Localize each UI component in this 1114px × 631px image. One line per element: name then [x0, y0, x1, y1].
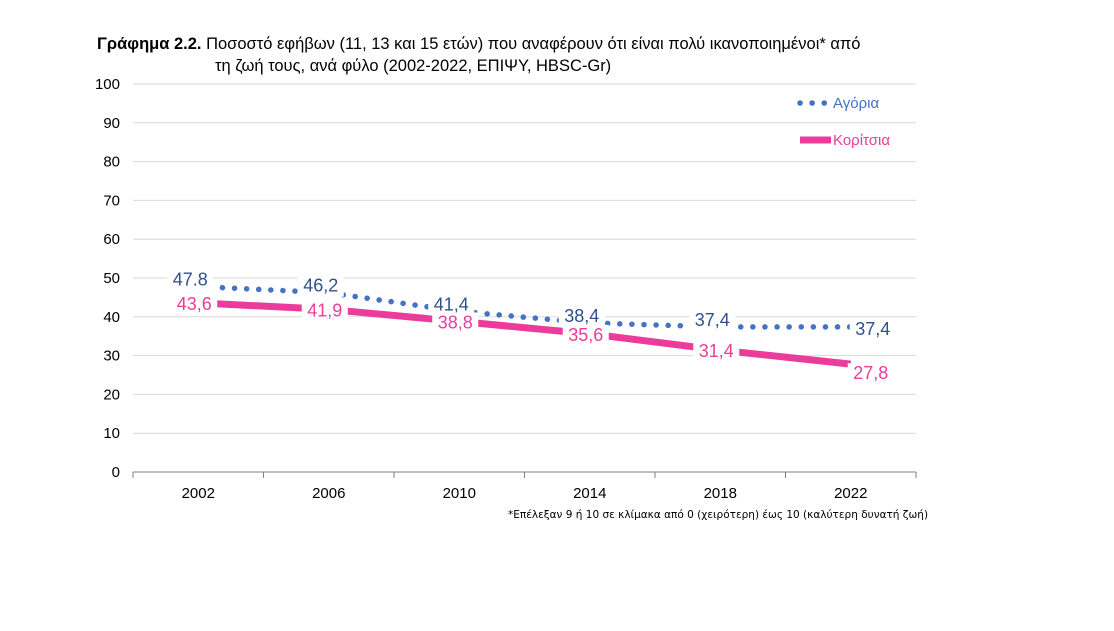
data-label-bg [167, 269, 214, 291]
x-tick-label: 2022 [834, 485, 867, 502]
data-label-girls: 35,6 [562, 324, 609, 346]
data-label-bg [301, 300, 348, 322]
data-label-bg [558, 306, 605, 328]
y-tick-label: 50 [103, 270, 120, 287]
x-tick-label: 2006 [312, 485, 345, 502]
data-label-girls: 38,8 [432, 312, 479, 334]
data-label-text: 37,4 [695, 310, 730, 330]
y-tick-label: 90 [103, 115, 120, 132]
legend-label-boys: Αγόρια [833, 95, 879, 112]
y-tick-label: 40 [103, 309, 120, 326]
series-line-girls [198, 299, 852, 368]
footnote: *Επέλεξαν 9 ή 10 σε κλίμακα από 0 (χειρό… [508, 509, 929, 521]
data-label-bg [171, 293, 218, 315]
chart-title: Γράφημα 2.2. Ποσοστό εφήβων (11, 13 και … [97, 33, 977, 77]
data-label-text: 46,2 [303, 276, 338, 296]
y-tick-label: 30 [103, 348, 120, 365]
x-tick-label: 2010 [443, 485, 476, 502]
data-label-boys: 38,4 [558, 306, 605, 328]
data-label-bg [428, 294, 475, 316]
x-tick-label: 2018 [704, 485, 737, 502]
y-tick-label: 70 [103, 192, 120, 209]
data-labels: 47.8 46,2 41,4 38,4 37,4 37,4 43,6 41,9 38,8 35,6… [167, 269, 896, 385]
data-label-text: 38,8 [438, 312, 473, 332]
x-tick-label: 2014 [573, 485, 606, 502]
data-label-girls: 27,8 [847, 363, 894, 385]
data-label-text: 37,4 [855, 319, 890, 339]
title-line-2: τη ζωή τους, ανά φύλο (2002-2022, ΕΠΙΨΥ,… [215, 57, 612, 75]
axes: 0 10 20 30 40 50 60 70 80 90 100 2002 2006 2010 2014 20… [95, 76, 917, 502]
x-tick-label: 2002 [182, 485, 215, 502]
data-label-text: 31,4 [699, 341, 734, 361]
data-label-bg [432, 312, 479, 334]
y-tick-label: 60 [103, 231, 120, 248]
series [195, 283, 854, 368]
data-label-bg [297, 275, 344, 297]
y-tick-label: 0 [112, 464, 120, 481]
y-tick-label: 20 [103, 386, 120, 403]
legend-label-girls: Κορίτσια [833, 132, 890, 149]
data-label-bg [849, 318, 896, 340]
y-tick-label: 100 [95, 76, 120, 93]
gridlines [133, 83, 916, 434]
data-label-girls: 41,9 [301, 300, 348, 322]
y-tick-label: 10 [103, 425, 120, 442]
data-label-text: 41,9 [307, 300, 342, 320]
data-label-text: 35,6 [568, 325, 603, 345]
data-label-girls: 31,4 [693, 341, 740, 363]
data-label-bg [562, 324, 609, 346]
data-label-bg [847, 363, 894, 385]
data-label-text: 38,4 [564, 306, 599, 326]
data-label-boys: 37,4 [689, 309, 736, 331]
data-label-boys: 41,4 [428, 294, 475, 316]
legend: Αγόρια Κορίτσια [797, 95, 890, 149]
y-tick-label: 80 [103, 154, 120, 171]
data-label-boys: 46,2 [297, 275, 344, 297]
data-label-girls: 43,6 [171, 293, 218, 315]
data-label-bg [693, 341, 740, 363]
data-label-boys: 47.8 [167, 269, 214, 291]
figure-label: Γράφημα 2.2. [97, 35, 202, 53]
title-line-1: Ποσοστό εφήβων (11, 13 και 15 ετών) που … [206, 35, 861, 53]
data-label-text: 41,4 [434, 294, 469, 314]
data-label-bg [689, 309, 736, 331]
data-label-text: 47.8 [173, 270, 208, 290]
data-label-boys: 37,4 [849, 318, 896, 340]
data-label-text: 27,8 [853, 363, 888, 383]
data-label-text: 43,6 [177, 294, 212, 314]
